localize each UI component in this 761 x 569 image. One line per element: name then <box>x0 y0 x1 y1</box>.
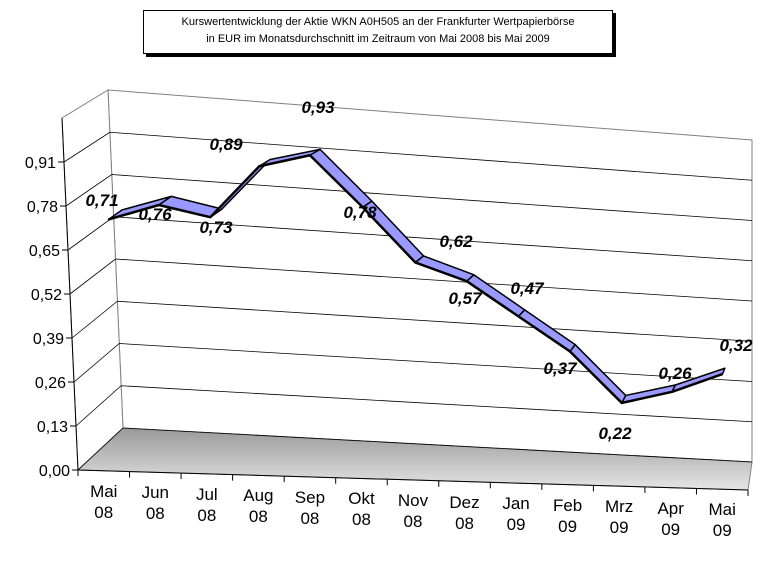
grid-line <box>73 343 753 383</box>
title-line: in EUR im Monatsdurchschnitt im Zeitraum… <box>206 33 550 45</box>
x-tick-label: Jan 09 <box>502 494 530 535</box>
x-tick-label: Dez 08 <box>449 492 480 533</box>
grid-line <box>69 258 753 302</box>
value-label: 0,37 <box>543 359 578 378</box>
value-label: 0,22 <box>598 424 632 443</box>
grid-line <box>77 427 753 471</box>
value-label: 0,78 <box>343 203 377 222</box>
x-tick-label: Sep 08 <box>294 487 326 528</box>
x-tick-label: Jul 08 <box>195 484 218 525</box>
chart-title: Kurswertentwicklung der Aktie WKN A0H505… <box>143 10 613 54</box>
y-tick-label: 0,78 <box>27 199 58 216</box>
x-tick-label: Mai 09 <box>708 500 736 541</box>
title-line: Kurswertentwicklung der Aktie WKN A0H505… <box>181 16 575 28</box>
x-tick-label: Okt 08 <box>348 489 375 530</box>
x-tick-label: Aug 08 <box>243 486 274 527</box>
x-tick-label: Feb 09 <box>552 495 583 536</box>
value-label: 0,71 <box>85 191 118 210</box>
grid-line <box>75 385 753 427</box>
grid-line <box>63 131 753 181</box>
value-label: 0,93 <box>301 98 335 117</box>
x-tick-label: Mrz 09 <box>604 497 634 538</box>
x-axis <box>77 469 749 491</box>
y-tick-label: 0,26 <box>35 375 66 392</box>
value-label: 0,57 <box>448 289 483 308</box>
y-tick-label: 0,65 <box>29 243 60 260</box>
value-label: 0,73 <box>199 218 233 237</box>
grid-line <box>65 174 753 221</box>
y-tick-label: 0,13 <box>37 419 68 436</box>
x-tick-label: Jun 08 <box>141 483 169 524</box>
value-label: 0,47 <box>510 279 545 298</box>
value-label: 0,26 <box>658 364 692 383</box>
y-tick-label: 0,39 <box>33 331 64 348</box>
value-label: 0,76 <box>138 205 172 224</box>
line <box>108 154 723 405</box>
y-tick-label: 0,91 <box>25 155 56 172</box>
value-label: 0,62 <box>439 232 473 251</box>
x-tick-label: Nov 08 <box>397 491 429 531</box>
y-axis <box>61 117 79 471</box>
x-tick-label: Mai 08 <box>90 481 118 522</box>
value-label: 0,89 <box>209 135 243 154</box>
y-tick-label: 0,00 <box>39 463 70 480</box>
value-label: 0,32 <box>719 336 753 355</box>
x-tick-label: Apr 09 <box>657 498 684 539</box>
y-tick-label: 0,52 <box>31 287 62 304</box>
back-wall <box>107 89 753 463</box>
